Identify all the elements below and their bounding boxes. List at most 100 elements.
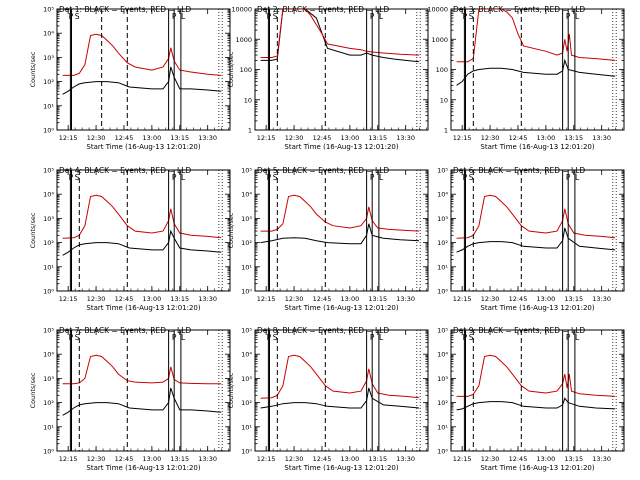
chart-panel: Det 8: BLACK = Events, RED = LLD 10⁰ 10¹ 10… bbox=[227, 326, 429, 472]
x-tick-label: 12:45 bbox=[313, 455, 332, 463]
x-tick-label: 12:45 bbox=[313, 134, 332, 142]
x-tick-label: 12:15 bbox=[257, 455, 276, 463]
x-tick-label: 12:30 bbox=[481, 295, 500, 303]
x-tick-label: 13:15 bbox=[564, 134, 583, 142]
chart-title: Det 7: BLACK = Events, RED = LLD bbox=[59, 326, 191, 335]
y-tick-label: 10² bbox=[437, 239, 448, 247]
y-tick-label: 10² bbox=[241, 239, 252, 247]
marker-letter: P bbox=[172, 12, 177, 21]
y-tick-label: 10 bbox=[244, 96, 252, 104]
marker-letter: P bbox=[69, 173, 74, 182]
x-tick-label: 12:15 bbox=[59, 134, 78, 142]
x-tick-label: 12:15 bbox=[257, 295, 276, 303]
marker-letter: P bbox=[267, 333, 272, 342]
x-tick-label: 12:30 bbox=[285, 295, 304, 303]
y-axis-label: Counts/sec bbox=[29, 372, 37, 408]
series-lld-line bbox=[456, 194, 616, 239]
x-tick-label: 12:15 bbox=[59, 455, 78, 463]
series-events-line bbox=[456, 227, 616, 253]
y-tick-label: 10¹ bbox=[43, 423, 54, 431]
x-tick-label: 12:30 bbox=[481, 455, 500, 463]
marker-letter: P bbox=[463, 173, 468, 182]
x-tick-label: 12:45 bbox=[509, 134, 528, 142]
x-tick-label: 12:45 bbox=[115, 455, 134, 463]
y-tick-label: 10¹ bbox=[241, 423, 252, 431]
x-tick-label: 12:30 bbox=[285, 134, 304, 142]
y-tick-label: 1000 bbox=[431, 36, 448, 44]
x-tick-label: 13:00 bbox=[341, 295, 360, 303]
y-tick-label: 10³ bbox=[437, 215, 448, 223]
series-events-line bbox=[62, 229, 222, 256]
plot-frame bbox=[56, 8, 231, 131]
x-tick-label: 12:45 bbox=[509, 295, 528, 303]
x-tick-label: 12:45 bbox=[509, 455, 528, 463]
x-tick-label: 13:30 bbox=[592, 134, 611, 142]
y-tick-label: 10² bbox=[241, 399, 252, 407]
marker-letter: S bbox=[469, 12, 474, 21]
chart-title: Det 8: BLACK = Events, RED = LLD bbox=[257, 326, 389, 335]
series-lld-line bbox=[260, 9, 420, 58]
series-lld-line bbox=[456, 9, 616, 63]
x-tick-label: 13:30 bbox=[198, 134, 217, 142]
y-axis-label: Counts/sec bbox=[227, 212, 235, 248]
x-tick-label: 12:15 bbox=[453, 455, 472, 463]
x-axis-label: Start Time (16-Aug-13 12:01:20) bbox=[480, 143, 594, 151]
chart-title: Det 2: BLACK = Events, RED = LLD bbox=[257, 5, 389, 14]
y-tick-label: 10⁴ bbox=[241, 351, 252, 359]
x-tick-label: 13:15 bbox=[170, 295, 189, 303]
chart-title: Det 3: BLACK = Events, RED = LLD bbox=[453, 5, 585, 14]
x-axis-label: Start Time (16-Aug-13 12:01:20) bbox=[86, 464, 200, 472]
marker-letter: P bbox=[69, 333, 74, 342]
x-tick-label: 12:30 bbox=[481, 134, 500, 142]
x-tick-label: 13:15 bbox=[564, 295, 583, 303]
y-tick-label: 10³ bbox=[43, 54, 54, 62]
x-tick-label: 12:30 bbox=[87, 134, 106, 142]
x-tick-label: 13:30 bbox=[396, 134, 415, 142]
x-tick-label: 13:15 bbox=[368, 295, 387, 303]
marker-letter: L bbox=[181, 12, 186, 21]
x-axis-label: Start Time (16-Aug-13 12:01:20) bbox=[480, 304, 594, 312]
chart-title: Det 9: BLACK = Events, RED = LLD bbox=[453, 326, 585, 335]
y-tick-label: 100 bbox=[240, 66, 252, 74]
y-tick-label: 10² bbox=[437, 399, 448, 407]
marker-letter: L bbox=[575, 333, 580, 342]
chart-panel: Det 5: BLACK = Events, RED = LLD 10⁰ 10¹ 10… bbox=[227, 166, 429, 312]
series-lld-line bbox=[62, 194, 222, 239]
x-tick-label: 13:15 bbox=[170, 455, 189, 463]
y-tick-label: 10⁴ bbox=[437, 351, 448, 359]
x-tick-label: 12:30 bbox=[87, 455, 106, 463]
x-tick-label: 12:15 bbox=[257, 134, 276, 142]
marker-letter: S bbox=[469, 173, 474, 182]
x-tick-label: 13:00 bbox=[143, 134, 162, 142]
y-tick-label: 10¹ bbox=[437, 423, 448, 431]
x-tick-label: 13:00 bbox=[341, 134, 360, 142]
y-tick-label: 10² bbox=[43, 399, 54, 407]
marker-letter: P bbox=[566, 12, 571, 21]
y-tick-label: 10³ bbox=[437, 375, 448, 383]
y-tick-label: 10⁴ bbox=[437, 191, 448, 199]
chart-title: Det 6: BLACK = Events, RED = LLD bbox=[453, 166, 585, 175]
marker-letter: L bbox=[379, 173, 384, 182]
x-axis-label: Start Time (16-Aug-13 12:01:20) bbox=[284, 143, 398, 151]
x-tick-label: 13:00 bbox=[143, 295, 162, 303]
x-axis-label: Start Time (16-Aug-13 12:01:20) bbox=[284, 304, 398, 312]
series-events-line bbox=[62, 66, 222, 95]
chart-panel: Det 1: BLACK = Events, RED = LLD 10⁰ 10¹ 10… bbox=[29, 5, 231, 151]
y-axis-label: Counts/sec bbox=[29, 212, 37, 248]
marker-letter: P bbox=[370, 333, 375, 342]
x-tick-label: 13:00 bbox=[341, 455, 360, 463]
marker-letter: P bbox=[69, 12, 74, 21]
y-tick-label: 10⁴ bbox=[43, 351, 54, 359]
x-axis-label: Start Time (16-Aug-13 12:01:20) bbox=[284, 464, 398, 472]
marker-letter: S bbox=[75, 173, 80, 182]
marker-letter: P bbox=[566, 333, 571, 342]
y-tick-label: 10⁰ bbox=[437, 448, 448, 456]
y-tick-label: 100 bbox=[436, 66, 448, 74]
plot-frame bbox=[254, 329, 429, 452]
y-tick-label: 10 bbox=[440, 96, 448, 104]
x-tick-label: 13:00 bbox=[143, 455, 162, 463]
y-tick-label: 10¹ bbox=[43, 102, 54, 110]
series-lld-line bbox=[456, 354, 616, 397]
x-tick-label: 13:00 bbox=[537, 455, 556, 463]
